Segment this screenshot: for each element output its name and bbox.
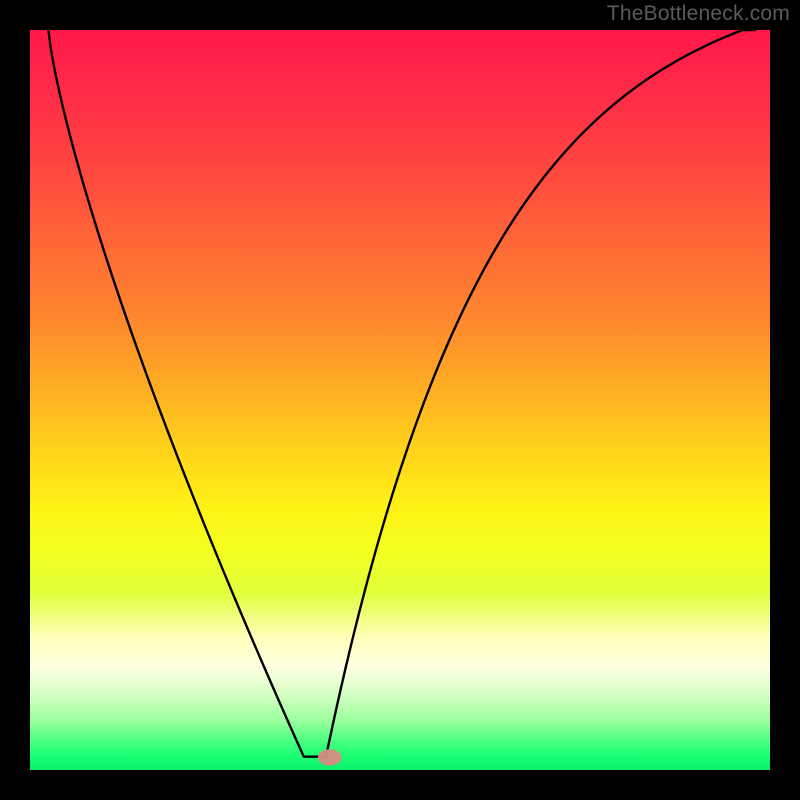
plot-background xyxy=(30,30,770,770)
chart-svg xyxy=(0,0,800,800)
chart-stage: TheBottleneck.com xyxy=(0,0,800,800)
watermark-text: TheBottleneck.com xyxy=(607,2,790,26)
optimal-marker xyxy=(318,749,342,765)
